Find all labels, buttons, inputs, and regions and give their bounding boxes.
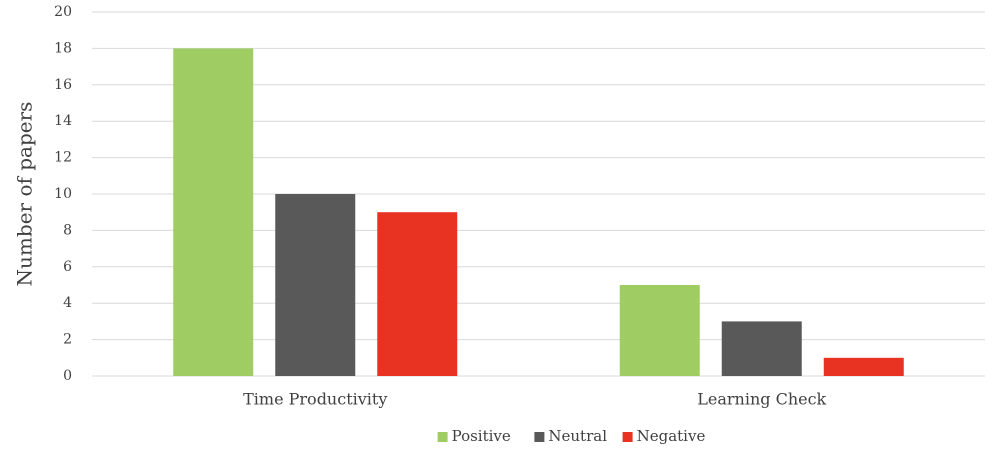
- legend-label-negative: Negative: [637, 427, 706, 445]
- y-axis-ticks: 0 2 4 6 8 10 12 14 16 18 20: [54, 4, 72, 384]
- bar-neutral-1: [721, 321, 802, 376]
- y-tick-label: 6: [63, 259, 72, 275]
- y-tick-label: 4: [63, 295, 72, 311]
- bar-negative-0: [377, 212, 458, 376]
- y-tick-label: 12: [54, 150, 72, 166]
- bar-neutral-0: [275, 194, 356, 376]
- x-axis-categories: Time Productivity Learning Check: [243, 390, 826, 409]
- y-tick-label: 10: [54, 186, 72, 202]
- y-tick-label: 16: [54, 77, 72, 93]
- legend-label-neutral: Neutral: [548, 427, 607, 445]
- bar-negative-1: [823, 357, 904, 376]
- y-tick-label: 20: [54, 4, 72, 20]
- y-axis-title: Number of papers: [13, 102, 37, 287]
- legend-swatch-positive: [437, 432, 448, 442]
- x-category-label: Learning Check: [697, 390, 826, 409]
- y-tick-label: 0: [63, 368, 72, 384]
- legend: Positive Neutral Negative: [437, 427, 706, 445]
- y-tick-label: 14: [54, 113, 72, 129]
- bar-positive-0: [173, 48, 254, 377]
- legend-swatch-negative: [622, 432, 633, 442]
- legend-label-positive: Positive: [452, 427, 511, 445]
- legend-swatch-neutral: [534, 432, 545, 442]
- y-tick-label: 2: [63, 332, 72, 348]
- bars: [173, 48, 904, 377]
- y-tick-label: 8: [63, 222, 72, 238]
- x-category-label: Time Productivity: [243, 390, 387, 409]
- y-tick-label: 18: [54, 40, 72, 56]
- bar-positive-1: [619, 285, 700, 376]
